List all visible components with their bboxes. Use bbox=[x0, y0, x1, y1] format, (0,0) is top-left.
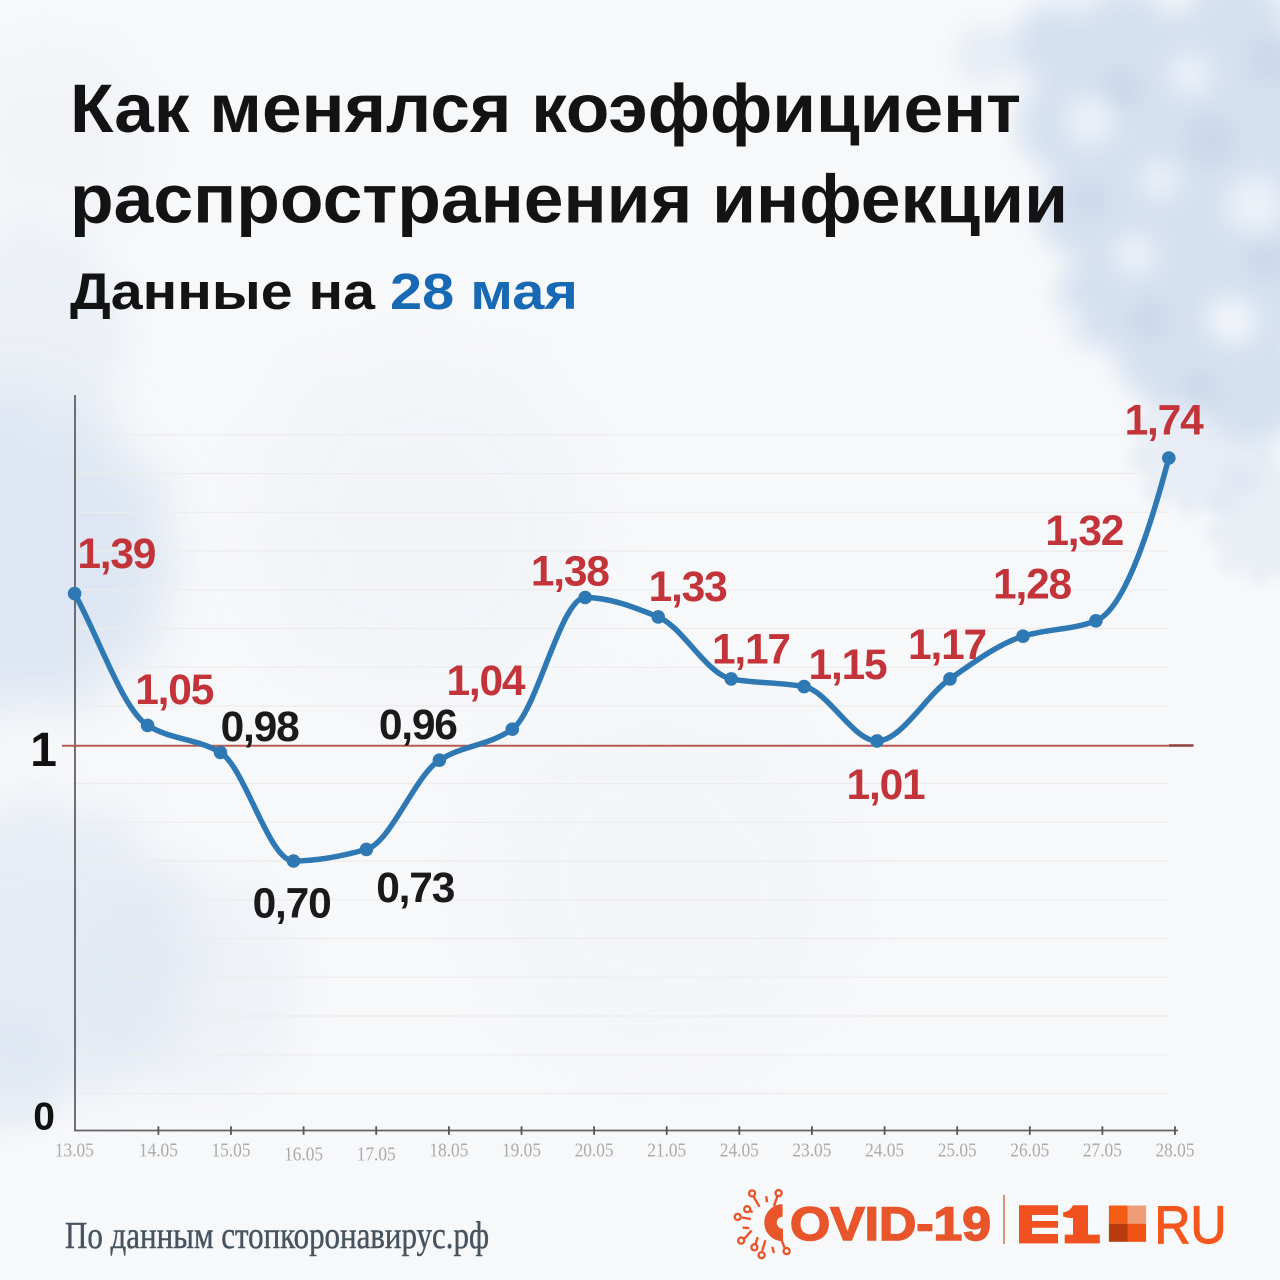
svg-text:1,04: 1,04 bbox=[446, 658, 525, 705]
svg-text:Данные на: Данные на bbox=[70, 263, 376, 320]
svg-text:1,15: 1,15 bbox=[809, 642, 887, 689]
svg-text:18.05: 18.05 bbox=[429, 1140, 468, 1162]
svg-text:25.05: 25.05 bbox=[938, 1140, 977, 1162]
svg-text:1,39: 1,39 bbox=[77, 531, 155, 578]
svg-text:1,32: 1,32 bbox=[1045, 508, 1123, 555]
svg-text:1,33: 1,33 bbox=[649, 564, 727, 611]
svg-text:19.05: 19.05 bbox=[502, 1140, 541, 1162]
svg-text:распространения инфекции: распространения инфекции bbox=[70, 160, 1068, 237]
svg-text:23.05: 23.05 bbox=[792, 1140, 831, 1162]
svg-text:16.05: 16.05 bbox=[284, 1144, 323, 1166]
svg-text:1,38: 1,38 bbox=[531, 549, 609, 596]
svg-text:1,05: 1,05 bbox=[135, 667, 213, 714]
svg-text:1,17: 1,17 bbox=[712, 627, 790, 674]
svg-text:1,17: 1,17 bbox=[908, 622, 986, 669]
svg-text:28 мая: 28 мая bbox=[390, 263, 578, 320]
svg-text:27.05: 27.05 bbox=[1083, 1140, 1122, 1162]
svg-text:Как менялся коэффициент: Как менялся коэффициент bbox=[70, 70, 1021, 147]
svg-text:1,28: 1,28 bbox=[993, 562, 1071, 609]
svg-text:1,74: 1,74 bbox=[1125, 398, 1204, 445]
svg-text:17.05: 17.05 bbox=[357, 1144, 396, 1166]
svg-text:0,70: 0,70 bbox=[253, 881, 331, 928]
svg-text:1,01: 1,01 bbox=[847, 762, 925, 809]
svg-text:21.05: 21.05 bbox=[647, 1140, 686, 1162]
svg-text:20.05: 20.05 bbox=[575, 1140, 614, 1162]
svg-text:24.05: 24.05 bbox=[865, 1140, 904, 1162]
svg-text:OVID-19: OVID-19 bbox=[790, 1197, 991, 1250]
svg-text:0,98: 0,98 bbox=[221, 704, 299, 751]
svg-text:По данным стопкоронавирус.рф: По данным стопкоронавирус.рф bbox=[65, 1215, 489, 1257]
svg-text:15.05: 15.05 bbox=[212, 1140, 251, 1162]
svg-text:0,96: 0,96 bbox=[379, 702, 457, 749]
svg-text:14.05: 14.05 bbox=[139, 1140, 178, 1162]
svg-text:13.05: 13.05 bbox=[55, 1140, 94, 1162]
svg-text:28.05: 28.05 bbox=[1156, 1140, 1195, 1162]
svg-text:26.05: 26.05 bbox=[1010, 1140, 1049, 1162]
svg-text:0: 0 bbox=[33, 1096, 55, 1139]
svg-text:RU: RU bbox=[1155, 1196, 1227, 1255]
svg-text:24.05: 24.05 bbox=[720, 1140, 759, 1162]
svg-text:0,73: 0,73 bbox=[376, 865, 454, 912]
svg-text:1: 1 bbox=[30, 724, 57, 777]
